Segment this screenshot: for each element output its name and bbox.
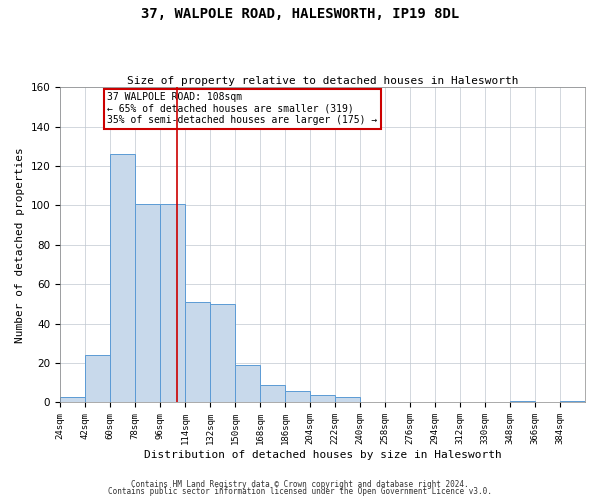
Bar <box>235 365 260 403</box>
Bar <box>85 355 110 403</box>
X-axis label: Distribution of detached houses by size in Halesworth: Distribution of detached houses by size … <box>143 450 502 460</box>
Bar <box>210 304 235 402</box>
Bar <box>335 396 360 402</box>
Text: Contains HM Land Registry data © Crown copyright and database right 2024.: Contains HM Land Registry data © Crown c… <box>131 480 469 489</box>
Bar <box>185 302 210 402</box>
Text: 37, WALPOLE ROAD, HALESWORTH, IP19 8DL: 37, WALPOLE ROAD, HALESWORTH, IP19 8DL <box>141 8 459 22</box>
Bar <box>285 390 310 402</box>
Bar <box>310 394 335 402</box>
Bar <box>135 204 160 402</box>
Text: Contains public sector information licensed under the Open Government Licence v3: Contains public sector information licen… <box>108 488 492 496</box>
Bar <box>160 204 185 402</box>
Text: 37 WALPOLE ROAD: 108sqm
← 65% of detached houses are smaller (319)
35% of semi-d: 37 WALPOLE ROAD: 108sqm ← 65% of detache… <box>107 92 377 125</box>
Bar <box>260 384 285 402</box>
Y-axis label: Number of detached properties: Number of detached properties <box>15 147 25 343</box>
Bar <box>110 154 135 402</box>
Bar <box>60 396 85 402</box>
Bar <box>510 400 535 402</box>
Bar <box>560 400 585 402</box>
Title: Size of property relative to detached houses in Halesworth: Size of property relative to detached ho… <box>127 76 518 86</box>
